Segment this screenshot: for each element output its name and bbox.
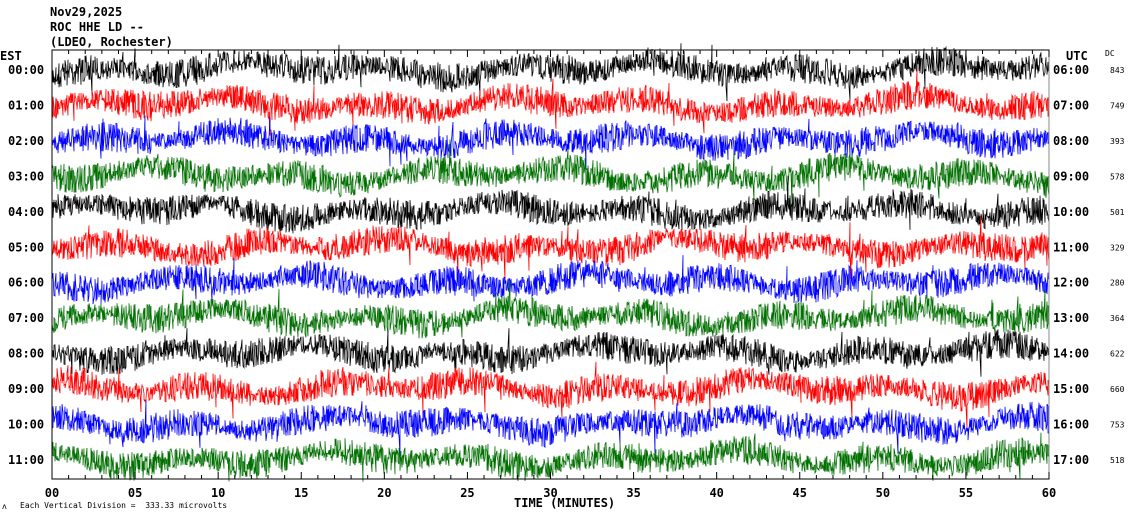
right-tick-label: 10:00 xyxy=(1053,205,1089,219)
left-tick-label: 04:00 xyxy=(8,205,44,219)
dc-value: 280 xyxy=(1110,279,1125,288)
left-tick-label: 03:00 xyxy=(8,169,44,183)
title-date: Nov29,2025 xyxy=(50,5,122,19)
trace-line-2 xyxy=(51,115,1050,171)
left-tick-label: 00:00 xyxy=(8,63,44,77)
trace-line-5 xyxy=(51,216,1050,281)
title-network: (LDEO, Rochester) xyxy=(50,35,173,49)
footer-note: Each Vertical Division = 333.33 microvol… xyxy=(20,501,227,510)
right-axis-label: UTC xyxy=(1066,49,1088,63)
right-tick-label: 15:00 xyxy=(1053,382,1089,396)
trace-line-9 xyxy=(51,361,1050,428)
dc-value: 364 xyxy=(1110,314,1125,323)
dc-value: 622 xyxy=(1110,350,1125,359)
x-axis-label: TIME (MINUTES) xyxy=(514,496,615,510)
x-tick-label: 45 xyxy=(793,486,807,500)
footer-symbol: ʌ xyxy=(2,502,7,511)
left-tick-label: 09:00 xyxy=(8,382,44,396)
left-tick-label: 05:00 xyxy=(8,240,44,254)
x-tick-label: 15 xyxy=(294,486,308,500)
x-tick-label: 30 xyxy=(543,486,557,500)
trace-line-8 xyxy=(51,328,1050,377)
dc-value: 749 xyxy=(1110,101,1125,110)
left-axis-label: EST xyxy=(0,49,22,63)
x-tick-label: 00 xyxy=(45,486,59,500)
right-tick-label: 14:00 xyxy=(1053,347,1089,361)
right-tick-label: 08:00 xyxy=(1053,134,1089,148)
left-tick-label: 06:00 xyxy=(8,276,44,290)
dc-label: DC xyxy=(1105,49,1115,58)
dc-value: 578 xyxy=(1110,172,1125,181)
left-tick-label: 07:00 xyxy=(8,311,44,325)
x-tick-label: 20 xyxy=(377,486,391,500)
trace-line-6 xyxy=(51,255,1050,305)
trace-line-7 xyxy=(51,280,1050,339)
left-tick-label: 11:00 xyxy=(8,453,44,467)
dc-value: 660 xyxy=(1110,385,1125,394)
x-tick-label: 10 xyxy=(211,486,225,500)
right-tick-label: 13:00 xyxy=(1053,311,1089,325)
left-tick-label: 01:00 xyxy=(8,98,44,112)
dc-value: 393 xyxy=(1110,137,1125,146)
right-tick-label: 06:00 xyxy=(1053,63,1089,77)
dc-value: 501 xyxy=(1110,208,1125,217)
x-tick-label: 60 xyxy=(1042,486,1056,500)
dc-value: 518 xyxy=(1110,456,1125,465)
x-tick-label: 55 xyxy=(959,486,973,500)
trace-line-4 xyxy=(51,175,1050,234)
right-tick-label: 09:00 xyxy=(1053,169,1089,183)
trace-line-3 xyxy=(51,139,1050,205)
right-tick-label: 11:00 xyxy=(1053,240,1089,254)
trace-line-11 xyxy=(51,432,1050,482)
left-tick-label: 02:00 xyxy=(8,134,44,148)
x-tick-label: 40 xyxy=(709,486,723,500)
right-tick-label: 16:00 xyxy=(1053,418,1089,432)
x-tick-label: 25 xyxy=(460,486,474,500)
x-tick-label: 50 xyxy=(876,486,890,500)
trace-line-10 xyxy=(51,399,1050,457)
title-station: ROC HHE LD -- xyxy=(50,20,144,34)
left-tick-label: 08:00 xyxy=(8,347,44,361)
left-tick-label: 10:00 xyxy=(8,418,44,432)
dc-value: 753 xyxy=(1110,421,1125,430)
right-tick-label: 07:00 xyxy=(1053,98,1089,112)
dc-value: 843 xyxy=(1110,66,1125,75)
x-tick-label: 05 xyxy=(128,486,142,500)
trace-line-1 xyxy=(51,69,1050,136)
trace-line-0 xyxy=(51,43,1050,102)
dc-value: 329 xyxy=(1110,243,1125,252)
x-tick-label: 35 xyxy=(626,486,640,500)
right-tick-label: 12:00 xyxy=(1053,276,1089,290)
right-tick-label: 17:00 xyxy=(1053,453,1089,467)
